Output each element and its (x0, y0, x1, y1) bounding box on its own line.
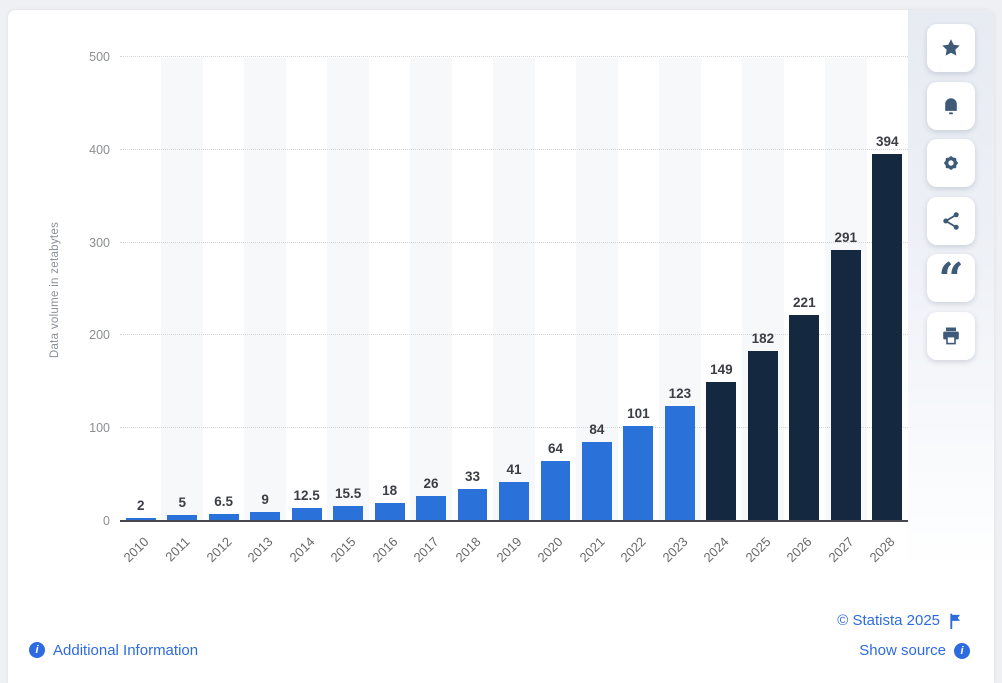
bar-2021 (582, 442, 612, 520)
copyright-text: © Statista 2025 (837, 612, 940, 629)
column-band-2017 (410, 58, 452, 520)
chart-card: Data volume in zetabytes 2 5 6.5 9 12.5 15.5 1… (8, 10, 994, 683)
x-tick-2011: 2011 (162, 534, 193, 565)
additional-information-link[interactable]: i Additional Information (29, 640, 198, 659)
cite-button[interactable]: “ (927, 254, 975, 302)
y-tick-0: 0 (103, 514, 110, 528)
y-tick-400: 400 (89, 142, 110, 157)
y-axis-title: Data volume in zetabytes (49, 221, 61, 359)
bar-2019 (499, 481, 529, 520)
x-tick-2025: 2025 (742, 534, 774, 566)
y-tick-300: 300 (89, 235, 110, 250)
value-label-2022: 101 (627, 406, 650, 422)
value-label-2015: 15.5 (334, 485, 362, 501)
column-band-2015 (327, 58, 369, 520)
value-label-2016: 18 (382, 483, 398, 499)
info-icon: i (29, 642, 45, 658)
x-tick-2027: 2027 (825, 534, 857, 566)
favorite-button[interactable] (927, 24, 975, 72)
settings-button[interactable] (927, 139, 975, 187)
value-label-2010: 2 (136, 498, 145, 514)
toolbar: “ (927, 24, 975, 360)
bar-2016 (374, 503, 405, 520)
x-tick-2018: 2018 (452, 534, 484, 566)
value-label-2028: 394 (875, 134, 899, 150)
quote-icon: “ (938, 254, 964, 305)
gridline-300 (120, 241, 908, 243)
x-tick-2017: 2017 (410, 534, 442, 566)
x-tick-2022: 2022 (617, 534, 650, 566)
notifications-button[interactable] (927, 81, 975, 130)
value-label-2020: 64 (547, 440, 563, 456)
show-source-label: Show source (859, 642, 946, 659)
show-source-link[interactable]: Show source i (859, 642, 970, 660)
value-label-2023: 123 (668, 385, 692, 401)
y-tick-200: 200 (89, 328, 110, 343)
gridline-200 (120, 334, 908, 336)
bar-2026 (789, 314, 820, 520)
x-tick-2020: 2020 (535, 534, 567, 566)
x-tick-2021: 2021 (576, 534, 608, 566)
plot-area: 2 5 6.5 9 12.5 15.5 18 26 33 41 64 84 101 123 149 182 22… (120, 56, 908, 522)
column-band-2011 (161, 58, 203, 520)
flag-icon (948, 613, 963, 629)
bar-2027 (830, 249, 861, 520)
bar-2013 (250, 511, 281, 520)
x-tick-2026: 2026 (783, 534, 815, 566)
x-tick-2015: 2015 (327, 534, 359, 566)
value-label-2011: 5 (178, 495, 186, 511)
bar-2011 (167, 515, 198, 520)
y-tick-500: 500 (89, 50, 110, 64)
gridline-500 (120, 56, 908, 57)
x-tick-2014: 2014 (286, 534, 318, 566)
value-label-2027: 291 (834, 229, 858, 245)
bar-2017 (416, 495, 446, 520)
value-label-2024: 149 (710, 361, 733, 377)
gridline-400 (120, 148, 908, 150)
bar-2025 (747, 351, 778, 520)
share-button[interactable] (927, 196, 975, 245)
bar-2010 (125, 518, 156, 520)
star-icon (939, 36, 963, 60)
share-icon (939, 209, 963, 233)
value-label-2021: 84 (589, 422, 605, 438)
print-button[interactable] (927, 311, 975, 360)
value-label-2018: 33 (465, 469, 481, 485)
x-tick-2024: 2024 (700, 534, 732, 566)
value-label-2012: 6.5 (214, 493, 234, 509)
column-band-2013 (244, 58, 286, 520)
bell-icon (939, 94, 963, 118)
value-label-2025: 182 (751, 331, 775, 347)
value-label-2014: 12.5 (293, 488, 320, 504)
copyright-link[interactable]: © Statista 2025 (837, 612, 963, 630)
bar-2014 (291, 508, 322, 520)
x-tick-2010: 2010 (120, 534, 152, 566)
x-tick-2023: 2023 (659, 534, 691, 566)
x-tick-2028: 2028 (866, 534, 898, 566)
bar-2020 (540, 460, 571, 520)
printer-icon (939, 324, 963, 348)
gear-icon (939, 151, 963, 175)
info-icon: i (954, 642, 970, 659)
value-label-2026: 221 (793, 294, 816, 310)
additional-information-label: Additional Information (53, 641, 199, 659)
bar-2018 (457, 489, 488, 520)
bar-2022 (623, 426, 654, 520)
value-label-2017: 26 (423, 475, 439, 491)
x-tick-2016: 2016 (369, 534, 401, 566)
bar-2015 (333, 505, 364, 520)
x-tick-2012: 2012 (203, 534, 235, 566)
gridline-100 (120, 427, 908, 429)
value-label-2019: 41 (506, 461, 522, 477)
bar-2023 (664, 405, 695, 520)
bar-2028 (872, 154, 903, 520)
column-band-2019 (493, 58, 535, 520)
value-label-2013: 9 (261, 491, 269, 507)
y-tick-100: 100 (89, 421, 110, 436)
x-tick-2013: 2013 (244, 534, 276, 566)
bar-2024 (706, 381, 737, 520)
bar-2012 (208, 513, 239, 520)
